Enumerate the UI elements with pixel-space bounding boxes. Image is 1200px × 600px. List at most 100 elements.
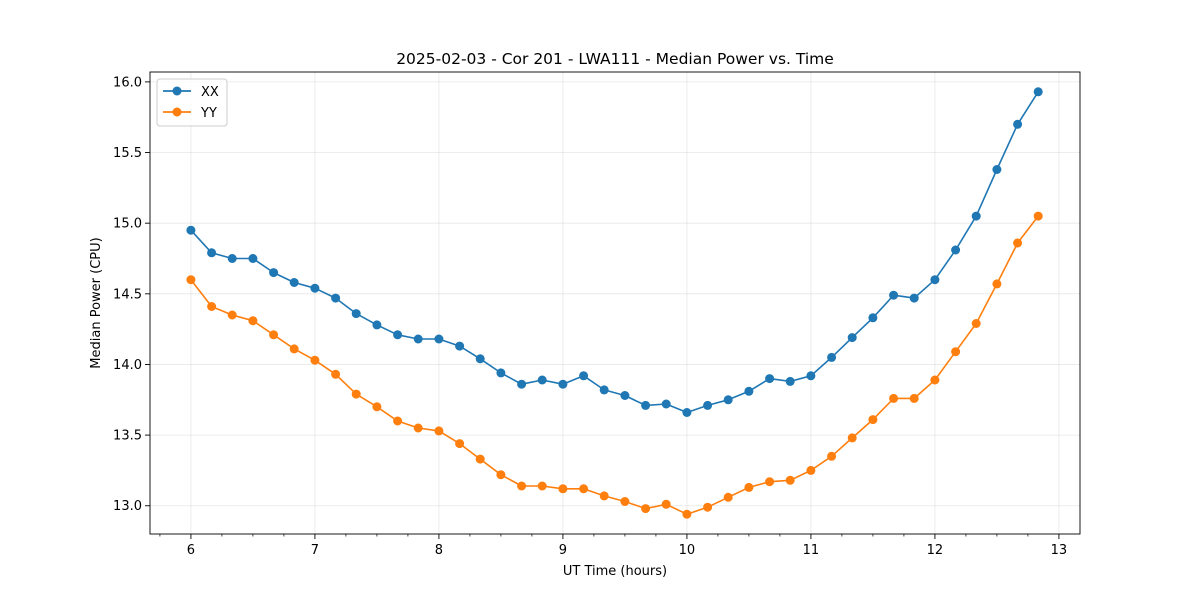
data-point-xx bbox=[186, 225, 196, 235]
data-point-xx bbox=[310, 283, 320, 293]
data-point-yy bbox=[393, 416, 403, 426]
data-point-yy bbox=[517, 481, 527, 491]
data-point-yy bbox=[1033, 211, 1043, 221]
y-tick-label: 15.0 bbox=[113, 217, 142, 232]
data-point-yy bbox=[951, 347, 961, 357]
data-point-xx bbox=[641, 400, 651, 410]
data-point-yy bbox=[475, 454, 485, 464]
data-point-yy bbox=[847, 433, 857, 443]
data-point-yy bbox=[930, 375, 940, 385]
data-point-yy bbox=[723, 492, 733, 502]
y-axis-ticks: 13.0 13.5 14.0 14.5 15.0 15.5 16.0 bbox=[113, 75, 150, 514]
x-axis-ticks: 6 7 8 9 10 11 12 13 bbox=[159, 534, 1068, 558]
data-point-yy bbox=[496, 470, 506, 480]
data-point-xx bbox=[868, 313, 878, 323]
data-point-xx bbox=[806, 371, 816, 381]
data-point-xx bbox=[351, 309, 361, 319]
data-point-yy bbox=[351, 389, 361, 399]
data-point-yy bbox=[785, 475, 795, 485]
x-tick-label: 8 bbox=[435, 543, 443, 558]
data-point-xx bbox=[599, 385, 609, 395]
chart-title: 2025-02-03 - Cor 201 - LWA111 - Median P… bbox=[396, 50, 834, 68]
data-point-yy bbox=[434, 426, 444, 436]
data-point-yy bbox=[992, 279, 1002, 289]
data-point-xx bbox=[661, 399, 671, 409]
x-tick-label: 6 bbox=[187, 543, 195, 558]
x-tick-label: 9 bbox=[559, 543, 567, 558]
data-point-yy bbox=[310, 355, 320, 365]
data-point-xx bbox=[496, 368, 506, 378]
data-point-yy bbox=[269, 330, 279, 340]
data-point-xx bbox=[723, 395, 733, 405]
y-tick-label: 15.5 bbox=[113, 146, 142, 161]
legend-xx-marker bbox=[172, 86, 182, 96]
data-point-yy bbox=[620, 497, 630, 506]
data-point-xx bbox=[992, 165, 1002, 174]
data-point-xx bbox=[455, 341, 465, 351]
data-point-yy bbox=[806, 465, 816, 475]
data-point-yy bbox=[1013, 238, 1023, 248]
data-point-yy bbox=[971, 319, 981, 328]
data-point-yy bbox=[537, 481, 547, 491]
data-point-xx bbox=[847, 333, 857, 343]
data-point-yy bbox=[372, 402, 382, 412]
data-point-yy bbox=[765, 477, 775, 487]
data-point-yy bbox=[661, 499, 671, 509]
data-point-xx bbox=[682, 408, 692, 417]
plot-frame bbox=[149, 71, 1081, 535]
x-tick-label: 13 bbox=[1051, 543, 1068, 558]
data-point-yy bbox=[889, 393, 899, 403]
data-point-yy bbox=[682, 509, 692, 519]
y-tick-label: 16.0 bbox=[113, 75, 142, 90]
data-point-yy bbox=[186, 275, 196, 285]
data-point-xx bbox=[930, 275, 940, 285]
data-point-xx bbox=[889, 290, 899, 300]
data-point-xx bbox=[269, 268, 279, 278]
data-point-xx bbox=[248, 254, 258, 263]
data-point-xx bbox=[744, 386, 754, 396]
data-point-xx bbox=[475, 354, 485, 364]
data-point-xx bbox=[289, 278, 299, 287]
data-point-yy bbox=[413, 423, 423, 433]
data-point-yy bbox=[909, 393, 919, 403]
y-tick-label: 14.0 bbox=[113, 358, 142, 373]
data-point-xx bbox=[393, 330, 403, 340]
data-point-xx bbox=[413, 334, 423, 344]
data-point-xx bbox=[434, 334, 444, 344]
data-point-xx bbox=[765, 374, 775, 384]
data-point-xx bbox=[331, 293, 341, 303]
legend-yy-marker bbox=[172, 107, 182, 117]
data-point-xx bbox=[372, 320, 382, 330]
data-point-yy bbox=[599, 491, 609, 501]
data-point-yy bbox=[331, 369, 341, 379]
data-point-yy bbox=[227, 310, 237, 320]
data-point-yy bbox=[455, 439, 465, 449]
data-point-xx bbox=[558, 379, 568, 389]
data-point-yy bbox=[744, 482, 754, 492]
data-point-yy bbox=[579, 484, 589, 494]
data-point-yy bbox=[641, 504, 651, 514]
x-tick-label: 11 bbox=[803, 543, 820, 558]
data-point-yy bbox=[827, 451, 837, 461]
legend: XX YY bbox=[156, 78, 228, 127]
data-point-xx bbox=[227, 254, 237, 263]
data-point-yy bbox=[868, 415, 878, 425]
x-tick-label: 12 bbox=[927, 543, 944, 558]
data-point-xx bbox=[909, 293, 919, 303]
data-point-xx bbox=[785, 376, 795, 386]
data-point-yy bbox=[289, 344, 299, 354]
data-point-xx bbox=[517, 379, 527, 389]
y-tick-label: 13.5 bbox=[113, 429, 142, 444]
y-axis-label: Median Power (CPU) bbox=[89, 237, 104, 368]
data-point-yy bbox=[207, 302, 217, 311]
data-point-xx bbox=[1033, 87, 1043, 97]
series-layer bbox=[186, 87, 1043, 519]
data-point-xx bbox=[703, 400, 713, 410]
data-point-yy bbox=[248, 316, 258, 326]
data-point-yy bbox=[703, 502, 713, 512]
data-point-xx bbox=[537, 375, 547, 385]
data-point-xx bbox=[620, 391, 630, 400]
data-point-xx bbox=[827, 352, 837, 362]
data-point-yy bbox=[558, 484, 568, 494]
x-tick-label: 10 bbox=[679, 543, 696, 558]
